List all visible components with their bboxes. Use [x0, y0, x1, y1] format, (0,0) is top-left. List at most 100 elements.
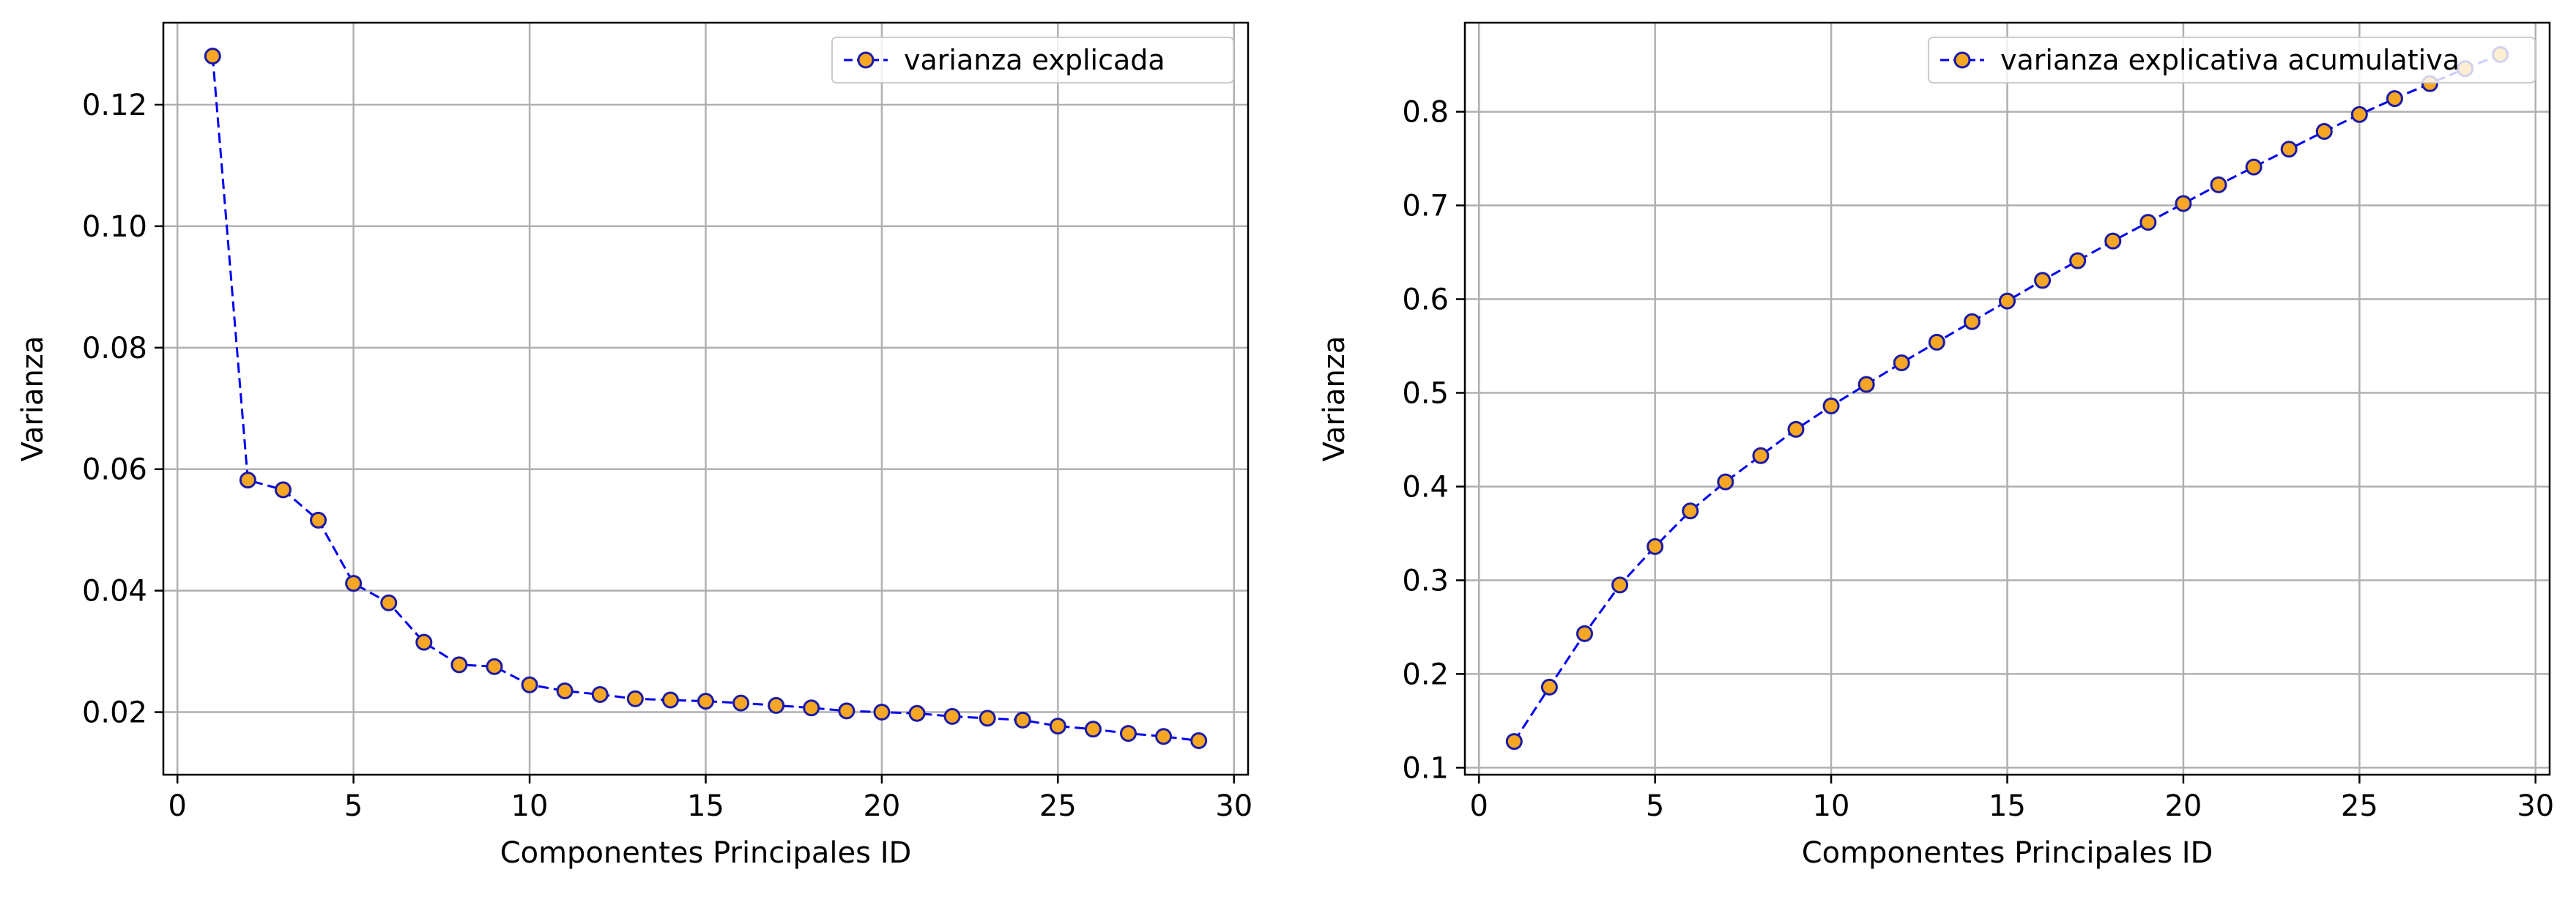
x-tick-label: 10: [511, 789, 549, 823]
data-point: [1120, 725, 1137, 742]
data-point: [1893, 354, 1910, 372]
data-point: [204, 48, 221, 65]
data-point: [838, 702, 855, 720]
y-tick-label: 0.8: [1402, 96, 1449, 130]
x-tick-label: 0: [1470, 789, 1488, 823]
data-point: [1575, 625, 1593, 642]
data-point: [2139, 214, 2157, 231]
x-tick-label: 5: [344, 789, 363, 823]
x-axis-label: Componentes Principales ID: [1802, 836, 2213, 870]
data-point: [450, 656, 468, 674]
axis-ticks: 0 5 10 15 20 25 30 0.02 0.04 0.06 0.08 0.10 0.12: [82, 89, 1252, 823]
y-tick-label: 0.08: [82, 332, 147, 365]
y-tick-label: 0.2: [1402, 658, 1449, 691]
y-tick-label: 0.10: [82, 210, 147, 244]
data-point: [1787, 420, 1805, 438]
data-point: [486, 658, 503, 675]
data-point: [1190, 732, 1208, 750]
data-point: [2315, 122, 2333, 140]
y-tick-label: 0.6: [1402, 283, 1449, 317]
data-point: [2245, 158, 2263, 176]
data-point: [1084, 721, 1102, 738]
data-point: [1822, 397, 1840, 414]
data-point: [803, 699, 820, 717]
data-point: [345, 575, 363, 592]
data-point: [1155, 728, 1173, 745]
data-point: [380, 594, 398, 611]
x-tick-label: 20: [2164, 789, 2202, 823]
x-tick-label: 20: [863, 789, 900, 823]
data-point: [697, 693, 714, 710]
data-point: [873, 704, 891, 721]
data-point: [2350, 105, 2368, 123]
y-tick-label: 0.4: [1402, 470, 1449, 504]
data-point: [2386, 90, 2403, 108]
data-point: [2280, 141, 2298, 158]
data-point: [1857, 376, 1875, 393]
data-point: [626, 690, 644, 707]
data-point: [1963, 313, 1981, 330]
data-point: [1682, 502, 1699, 520]
x-tick-label: 25: [2341, 789, 2378, 823]
data-point: [1049, 718, 1066, 735]
chart-explained-variance: 0 5 10 15 20 25 30 0.02 0.04 0.06 0.08 0.10 0.12 Com…: [16, 21, 1252, 870]
x-tick-label: 30: [2517, 789, 2554, 823]
data-point: [2104, 232, 2122, 250]
y-tick-label: 0.3: [1402, 564, 1449, 598]
y-tick-label: 0.06: [82, 453, 147, 487]
data-point: [661, 691, 679, 709]
data-point: [732, 694, 750, 712]
data-point: [1647, 537, 1664, 555]
legend-label: varianza explicada: [904, 44, 1165, 76]
grid-lines: [163, 23, 1248, 775]
series-cumulative-variance: [1505, 46, 2509, 751]
series-line: [211, 56, 1199, 742]
data-point: [943, 707, 961, 725]
data-point: [768, 696, 785, 714]
y-tick-label: 0.04: [82, 575, 147, 608]
x-tick-label: 0: [168, 789, 187, 823]
data-point: [310, 511, 327, 529]
axis-ticks: 0 5 10 15 20 25 30 0.1 0.2 0.3 0.4 0.5 0.6 0.7 0.8: [1402, 96, 2554, 823]
legend-marker-sample: [857, 51, 875, 69]
data-point: [2069, 252, 2087, 269]
data-point: [908, 704, 926, 722]
x-tick-label: 10: [1813, 789, 1850, 823]
data-point: [1999, 292, 2016, 310]
data-point: [274, 481, 292, 499]
y-tick-label: 0.7: [1402, 190, 1449, 223]
data-point: [1928, 333, 1945, 351]
legend-box: [831, 37, 1234, 83]
x-tick-label: 5: [1646, 789, 1664, 823]
data-point: [556, 682, 574, 700]
data-point: [239, 472, 256, 489]
legend-label: varianza explicativa acumulativa: [2000, 44, 2460, 76]
data-point: [1014, 711, 1031, 729]
chart-cumulative-variance: 0 5 10 15 20 25 30 0.1 0.2 0.3 0.4 0.5 0.6 0.7 0.8 Com…: [1318, 21, 2554, 870]
data-point: [591, 685, 609, 703]
data-point: [415, 633, 433, 651]
data-point: [2175, 195, 2192, 212]
data-point: [1505, 733, 1523, 751]
y-tick-label: 0.12: [82, 89, 147, 122]
x-axis-label: Componentes Principales ID: [500, 836, 912, 870]
x-tick-label: 30: [1215, 789, 1252, 823]
y-tick-label: 0.5: [1402, 377, 1449, 411]
legend: varianza explicada: [831, 37, 1234, 83]
data-point: [1752, 447, 1770, 464]
data-point: [2210, 176, 2227, 193]
legend: varianza explicativa acumulativa: [1928, 37, 2536, 83]
data-point: [521, 676, 538, 693]
series-explained-variance: [204, 48, 1208, 750]
x-tick-label: 15: [687, 789, 724, 823]
y-tick-label: 0.1: [1402, 751, 1449, 785]
y-tick-label: 0.02: [82, 696, 147, 730]
legend-box: [1928, 37, 2536, 83]
x-tick-label: 25: [1039, 789, 1077, 823]
x-tick-label: 15: [1989, 789, 2026, 823]
data-point: [979, 710, 996, 727]
legend-marker-sample: [1953, 51, 1971, 69]
data-point: [1611, 576, 1629, 594]
